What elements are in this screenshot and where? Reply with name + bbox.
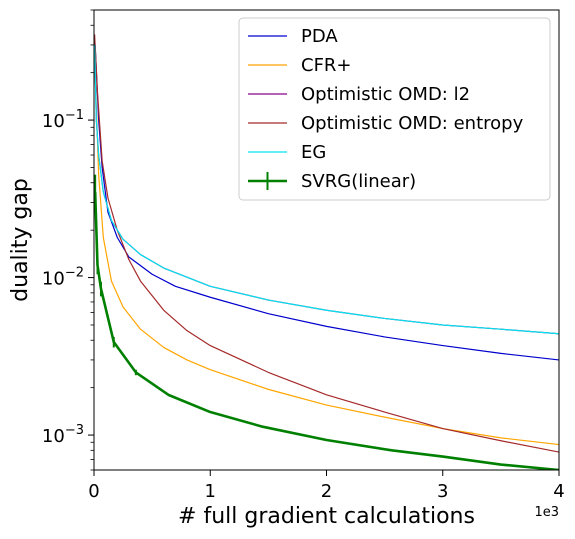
legend: PDA CFR+ Optimistic OMD: l2 Optimistic OMD:… (238, 17, 551, 201)
legend-label-svrg-linear: SVRG(linear) (301, 171, 416, 192)
y-tick-label: 10−2 (42, 266, 84, 290)
legend-label-optimistic-omd-entropy: Optimistic OMD: entropy (301, 113, 524, 134)
legend-label-pda: PDA (301, 26, 338, 47)
series-layer (94, 34, 559, 470)
tick-layer: 0 1 2 3 4 10−3 10−2 10−1 (42, 9, 565, 502)
series-line-cfr (94, 72, 559, 446)
x-tick-label: 3 (437, 481, 448, 502)
x-tick-label: 4 (553, 481, 564, 502)
series-line-eg (94, 44, 559, 335)
x-tick-label: 0 (88, 481, 99, 502)
y-axis-label: duality gap (8, 178, 33, 302)
x-axis-label: # full gradient calculations (178, 504, 475, 529)
series-line-pda (94, 44, 559, 361)
legend-label-cfr: CFR+ (301, 55, 352, 76)
x-tick-label: 2 (321, 481, 332, 502)
x-axis-offset-label: 1e3 (534, 505, 559, 520)
legend-label-optimistic-omd-l2: Optimistic OMD: l2 (301, 84, 470, 105)
x-tick-label: 1 (205, 481, 216, 502)
y-tick-label: 10−1 (42, 108, 84, 132)
y-tick-label: 10−3 (42, 423, 84, 447)
plot-frame (93, 9, 560, 471)
legend-box (238, 17, 551, 201)
series-line-optimistic-omd-entropy (94, 34, 559, 453)
legend-label-eg: EG (301, 142, 326, 163)
